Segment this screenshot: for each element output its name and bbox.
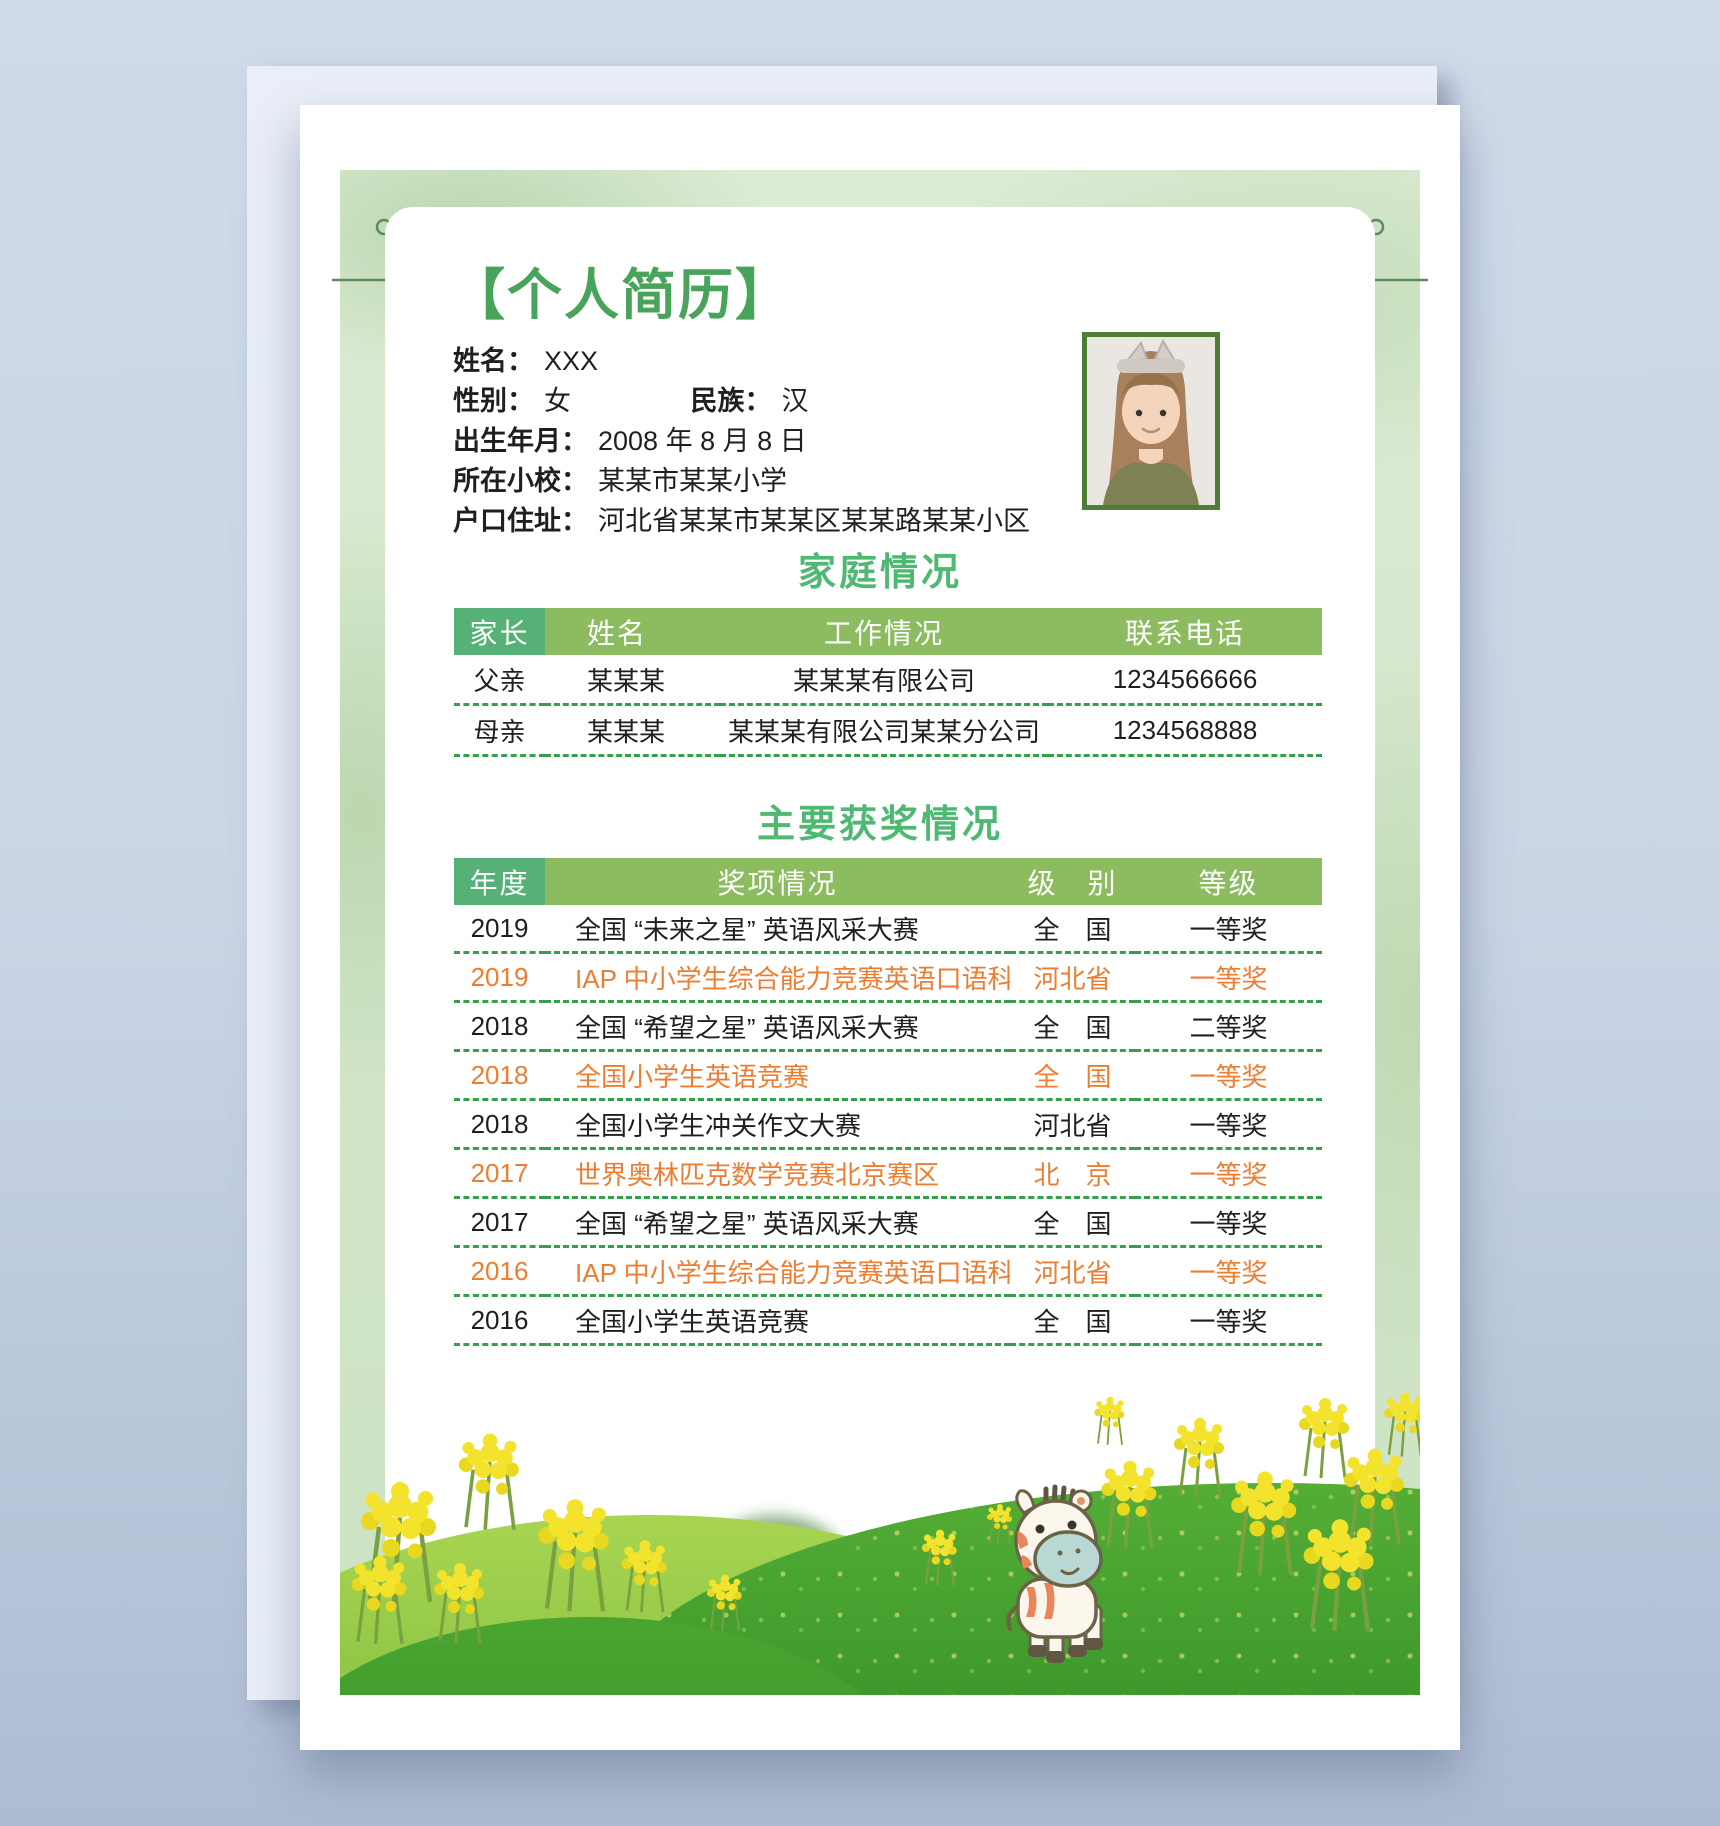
award-name: 全国小学生英语竞赛 [545,1050,1010,1101]
name-label: 姓名： [453,346,534,376]
award-grade: 一等奖 [1135,1050,1322,1101]
school-label: 所在小校： [453,466,588,496]
award-name: 全国 “希望之星” 英语风采大赛 [545,1001,1010,1052]
award-row: 2017 世界奥林匹克数学竞赛北京赛区 北 京 一等奖 [454,1148,1322,1199]
award-level: 河北省 [1010,952,1135,1003]
award-name: 全国 “未来之星” 英语风采大赛 [545,905,1010,954]
award-level: 全 国 [1010,1197,1135,1248]
award-year: 2019 [454,905,545,954]
family-row: 母亲 某某某 某某某有限公司某某分公司 1234568888 [454,704,1322,757]
award-year: 2018 [454,1001,545,1052]
family-header-parent: 家长 [454,608,545,655]
name-value: XXX [544,346,599,376]
award-name: IAP 中小学生综合能力竞赛英语口语科目 [545,1246,1010,1297]
award-year: 2018 [454,1099,545,1150]
school-value: 某某市某某小学 [598,466,787,496]
awards-section-title: 主要获奖情况 [756,804,1003,846]
award-row: 2016 全国小学生英语竞赛 全 国 一等奖 [454,1295,1322,1346]
award-level: 河北省 [1010,1099,1135,1150]
girl-portrait-icon [1087,337,1215,505]
award-name: 全国 “希望之星” 英语风采大赛 [545,1197,1010,1248]
award-level: 全 国 [1010,1050,1135,1101]
gender-label: 性别： [453,386,534,416]
ethnic-label: 民族： [690,386,772,416]
award-year: 2017 [454,1148,545,1199]
rapeseed-flowers-icon [349,1391,1420,1646]
family-header-phone: 联系电话 [1048,608,1322,655]
zebra-cartoon-icon [1006,1484,1103,1663]
family-section-title: 家庭情况 [797,552,962,594]
awards-header-level: 级 别 [1010,858,1135,905]
award-year: 2016 [454,1295,545,1346]
family-cell-name: 某某某 [545,704,720,757]
award-grade: 一等奖 [1135,905,1322,954]
family-cell-name: 某某某 [545,655,720,706]
award-year: 2017 [454,1197,545,1248]
family-header-row: 家长 姓名 工作情况 联系电话 [454,608,1322,655]
award-row: 2018 全国小学生英语竞赛 全 国 一等奖 [454,1050,1322,1101]
award-name: 全国小学生英语竞赛 [545,1295,1010,1346]
award-grade: 一等奖 [1135,1148,1322,1199]
awards-header-grade: 等级 [1135,858,1322,905]
info-school: 所在小校： 某某市某某小学 [453,461,1375,501]
family-cell-parent: 父亲 [454,655,545,706]
award-year: 2019 [454,952,545,1003]
page-title: 【个人简历】 [450,264,793,326]
family-table: 家长 姓名 工作情况 联系电话 父亲 某某某 某某某有限公司 123456666… [454,608,1322,757]
award-row: 2018 全国小学生冲关作文大赛 河北省 一等奖 [454,1099,1322,1150]
awards-header-row: 年度 奖项情况 级 别 等级 [454,858,1322,905]
award-row: 2018 全国 “希望之星” 英语风采大赛 全 国 二等奖 [454,1001,1322,1052]
award-row: 2019 IAP 中小学生综合能力竞赛英语口语科目 河北省 一等奖 [454,952,1322,1003]
award-level: 全 国 [1010,1295,1135,1346]
birth-value: 2008 年 8 月 8 日 [598,426,807,456]
family-cell-work: 某某某有限公司某某分公司 [720,704,1048,757]
watercolor-frame: 【个人简历】 姓名： XXX 性别： 女 民族： 汉 出生年月： 2008 年 8 月 … [332,170,1428,1695]
award-level: 全 国 [1010,905,1135,954]
info-address: 户口住址： 河北省某某市某某区某某路某某小区 [453,501,1375,541]
family-header-work: 工作情况 [720,608,1048,655]
resume-content: 【个人简历】 姓名： XXX 性别： 女 民族： 汉 出生年月： 2008 年 8 月 … [385,207,1375,1670]
address-value: 河北省某某市某某区某某路某某小区 [598,506,1030,536]
award-grade: 一等奖 [1135,1099,1322,1150]
award-year: 2018 [454,1050,545,1101]
info-name: 姓名： XXX [453,341,1375,381]
meadow-illustration [340,1365,1420,1695]
family-cell-parent: 母亲 [454,704,545,757]
awards-header-year: 年度 [454,858,545,905]
student-photo [1082,332,1220,510]
award-name: 世界奥林匹克数学竞赛北京赛区 [545,1148,1010,1199]
award-name: IAP 中小学生综合能力竞赛英语口语科目 [545,952,1010,1003]
award-name: 全国小学生冲关作文大赛 [545,1099,1010,1150]
award-row: 2016 IAP 中小学生综合能力竞赛英语口语科目 河北省 一等奖 [454,1246,1322,1297]
award-level: 北 京 [1010,1148,1135,1199]
award-grade: 一等奖 [1135,1197,1322,1248]
resume-page: 【个人简历】 姓名： XXX 性别： 女 民族： 汉 出生年月： 2008 年 8 月 … [300,105,1460,1750]
award-level: 河北省 [1010,1246,1135,1297]
award-row: 2017 全国 “希望之星” 英语风采大赛 全 国 一等奖 [454,1197,1322,1248]
awards-header-award: 奖项情况 [545,858,1010,905]
family-cell-phone: 1234568888 [1048,704,1322,757]
gender-value: 女 [544,386,571,416]
address-label: 户口住址： [453,506,588,536]
ethnic-value: 汉 [781,386,809,416]
family-row: 父亲 某某某 某某某有限公司 1234566666 [454,655,1322,706]
family-header-name: 姓名 [545,608,720,655]
award-row: 2019 全国 “未来之星” 英语风采大赛 全 国 一等奖 [454,905,1322,954]
award-grade: 一等奖 [1135,1246,1322,1297]
award-grade: 一等奖 [1135,952,1322,1003]
award-grade: 二等奖 [1135,1001,1322,1052]
info-birth: 出生年月： 2008 年 8 月 8 日 [453,421,1375,461]
family-cell-work: 某某某有限公司 [720,655,1048,706]
awards-table: 年度 奖项情况 级 别 等级 2019 全国 “未来之星” 英语风采大赛 全 国… [454,858,1322,1346]
personal-info: 姓名： XXX 性别： 女 民族： 汉 出生年月： 2008 年 8 月 8 日 所在小… [453,341,1375,541]
family-cell-phone: 1234566666 [1048,655,1322,706]
birth-label: 出生年月： [453,426,588,456]
award-level: 全 国 [1010,1001,1135,1052]
award-grade: 一等奖 [1135,1295,1322,1346]
info-gender-ethnic: 性别： 女 民族： 汉 [453,381,1375,421]
award-year: 2016 [454,1246,545,1297]
